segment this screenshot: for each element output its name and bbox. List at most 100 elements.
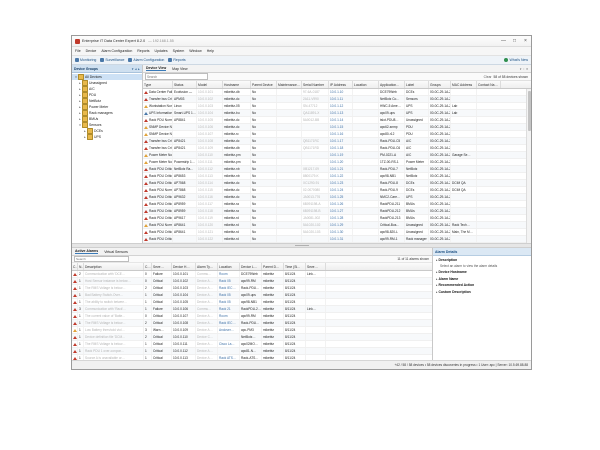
- column-header-model[interactable]: Model: [197, 81, 223, 88]
- column-header-seve-[interactable]: Seve…: [306, 263, 326, 270]
- table-row[interactable]: 1 Host Sensor instance is below… 0 Critical…: [72, 278, 432, 285]
- chevron-icon[interactable]: ▾: [79, 123, 81, 127]
- column-header-maintenance-[interactable]: Maintenance…: [278, 81, 302, 88]
- tab-device-view[interactable]: Device View: [146, 66, 167, 71]
- column-header-groups[interactable]: Groups: [429, 81, 451, 88]
- alarm-table-body[interactable]: 2 Communication with 'DCE… 0 Failure 10.0.0.…: [72, 271, 432, 360]
- table-row[interactable]: SNMP Device Normal 10.0.0.106 mikebtz-dc No…: [143, 124, 526, 131]
- chevron-icon[interactable]: ▸: [79, 105, 81, 109]
- tab-virtual-sensors[interactable]: Virtual Sensors: [104, 249, 128, 254]
- table-row[interactable]: Rack PDU Normal AP7868 10.0.0.115 mikebtz-d…: [143, 187, 526, 194]
- column-header-parent-device[interactable]: Parent Device: [251, 81, 277, 88]
- tree-node-unassigned[interactable]: ▸ Unassigned: [72, 80, 142, 86]
- table-row[interactable]: 2 Communication with 'DCE… 0 Failure 10.0.0.…: [72, 271, 432, 278]
- menu-item-window[interactable]: Window: [189, 49, 202, 53]
- chevron-icon[interactable]: ▸: [79, 93, 81, 97]
- device-table-body[interactable]: Data Center FailureEcofusion — 10.0.0.101…: [143, 89, 526, 243]
- table-row[interactable]: 1 The RMS Voltage is below… 1 Critical 10.0.…: [72, 341, 432, 348]
- alarm-search-input[interactable]: Search: [74, 255, 129, 263]
- table-row[interactable]: Rack PDU Critical AP8959 10.0.0.117 mikebtz…: [143, 201, 526, 208]
- table-row[interactable]: 1 Device definition file 'DCM… 2 Critical 10…: [72, 334, 432, 341]
- table-row[interactable]: Rack PDU Critical AP8959 10.0.0.118 mikebtz…: [143, 208, 526, 215]
- close-button[interactable]: ×: [524, 38, 527, 44]
- menu-item-file[interactable]: File: [75, 49, 81, 53]
- table-row[interactable]: Rack PDU Normal AP8641 10.0.0.120 mikebtz-r…: [143, 222, 526, 229]
- column-header-c-[interactable]: C…: [145, 263, 152, 270]
- table-row[interactable]: SNMP Device Normal 10.0.0.107 mikebtz-rc No…: [143, 131, 526, 138]
- menu-item-help[interactable]: Help: [206, 49, 214, 53]
- bullet-icon[interactable]: ▸: [436, 258, 438, 262]
- tab-active-alarms[interactable]: Active Alarms: [75, 249, 99, 254]
- table-row[interactable]: Power Meter Normal 10.0.0.110 mikebtz-pm No…: [143, 152, 526, 159]
- table-row[interactable]: Transfer bus CriticalAP8421 10.0.0.108 mik…: [143, 138, 526, 145]
- column-header-location[interactable]: Location: [353, 81, 379, 88]
- table-row[interactable]: 3 Communication with 'Rack'… 1 Failure 10.0.…: [72, 306, 432, 313]
- table-row[interactable]: 1 Rack PDU 1 over-conpon… 1 Critical 10.0.0.…: [72, 348, 432, 355]
- tree-node-pdu[interactable]: ▸ PDU: [72, 92, 142, 98]
- table-row[interactable]: UPS Informational Smart-UPS 1… 10.0.0.104 m…: [143, 110, 526, 117]
- minimize-button[interactable]: —: [501, 38, 506, 44]
- column-header-parent-d-[interactable]: Parent D…: [262, 263, 284, 270]
- table-row[interactable]: 1 The current value of 'Batte… 0 Critical 10…: [72, 313, 432, 320]
- table-row[interactable]: Rack PDU Normal AP8841 10.0.0.105 mikebtz-d…: [143, 117, 526, 124]
- column-header-contact-na-[interactable]: Contact Na…: [477, 81, 501, 88]
- table-row[interactable]: Rack PDU Critical AP7568 10.0.0.114 mikebtz…: [143, 180, 526, 187]
- column-header-n-[interactable]: N…: [78, 263, 84, 270]
- column-header-status[interactable]: Status: [173, 81, 197, 88]
- device-scrollbar-thumb[interactable]: [527, 91, 531, 131]
- column-header-device-l-[interactable]: Device L…: [240, 263, 262, 270]
- column-header-application-[interactable]: Application…: [379, 81, 405, 88]
- toolbar-button-surveillance[interactable]: Surveillance: [100, 58, 124, 62]
- column-header-seve-[interactable]: Seve…: [152, 263, 172, 270]
- tree-node-sensors[interactable]: ▾ Sensors: [72, 122, 142, 128]
- tree-node-all-devices[interactable]: ▾ All Devices: [72, 74, 142, 80]
- table-row[interactable]: 1 Source A is unavailable or… 1 Critical 10.…: [72, 355, 432, 360]
- maximize-button[interactable]: □: [512, 38, 517, 44]
- bullet-icon[interactable]: ▸: [436, 283, 438, 287]
- device-search-clear-button[interactable]: Clear: [483, 74, 492, 79]
- menu-item-system[interactable]: System: [172, 49, 185, 53]
- column-header-label[interactable]: Label: [405, 81, 429, 88]
- table-row[interactable]: Rack PDU Critical AP9617 10.0.0.119 mikebtz…: [143, 215, 526, 222]
- chevron-icon[interactable]: ▸: [79, 99, 81, 103]
- table-row[interactable]: Rack PDU Critical AP8653 10.0.0.113 mikebtz…: [143, 173, 526, 180]
- device-groups-tree[interactable]: ▾ All Devices ▸ Unassigned ▸ A/C ▸ PDU ▸ NetBotz ▸…: [72, 73, 142, 243]
- bullet-icon[interactable]: ▸: [436, 289, 438, 294]
- table-row[interactable]: Rack PDU Critical AP8641 10.0.0.121 mikebtz…: [143, 229, 526, 236]
- tree-node-ups[interactable]: ▸ UPS: [72, 134, 142, 140]
- table-row[interactable]: Power Meter NormalPowerstrip 1…10.0.0.11…: [143, 159, 526, 166]
- table-row[interactable]: 1 The RMS Voltage is below… 2 Critical 10.0.…: [72, 320, 432, 327]
- tree-node-power-meter[interactable]: ▸ Power Meter: [72, 104, 142, 110]
- menu-item-reports[interactable]: Reports: [137, 49, 150, 53]
- column-header-time-si-[interactable]: Time (Si…: [284, 263, 306, 270]
- column-header-mac-address[interactable]: MAC Address: [451, 81, 477, 88]
- table-row[interactable]: Rack PDU Critical 10.0.0.122 mikebtz-rd No 1…: [143, 236, 526, 243]
- table-row[interactable]: Transfer bus CriticalAPM03 10.0.0.102 mike…: [143, 96, 526, 103]
- tree-node-rack-managers[interactable]: ▸ Rack managers: [72, 110, 142, 116]
- device-view-window-controls[interactable]: ▾ ▫ ✕: [519, 66, 529, 71]
- toolbar-button-reports[interactable]: Reports: [168, 58, 186, 62]
- column-header-location[interactable]: Location: [218, 263, 240, 270]
- menu-item-device[interactable]: Device: [85, 49, 97, 53]
- table-row[interactable]: Rack PDU Critical NetBotz Ra… 10.0.0.112 mi…: [143, 166, 526, 173]
- menu-item-alarm-configuration[interactable]: Alarm Configuration: [101, 49, 133, 53]
- table-row[interactable]: 1 Bad Battery Switch-Over… 1 Critical 10.0.0…: [72, 292, 432, 299]
- tree-node-netbotz[interactable]: ▸ NetBotz: [72, 98, 142, 104]
- bullet-icon[interactable]: ▸: [436, 276, 438, 281]
- column-header-alarm-ty-[interactable]: Alarm Ty…: [196, 263, 218, 270]
- panel-splitter[interactable]: [72, 243, 531, 248]
- tree-node-a-c[interactable]: ▸ A/C: [72, 86, 142, 92]
- column-header-hostname[interactable]: Hostname: [223, 81, 251, 88]
- device-search-input[interactable]: Search: [145, 73, 208, 80]
- column-header-serial-number[interactable]: Serial Number: [302, 81, 329, 88]
- device-table-header[interactable]: Type Status Model Hostname Parent Device Main…: [143, 81, 531, 89]
- column-header-description[interactable]: Description: [84, 263, 144, 270]
- column-header-ip-address[interactable]: IP Address: [329, 81, 353, 88]
- table-row[interactable]: 1 Low Battery threshold viol… 3 Warn… 10.0.0…: [72, 327, 432, 334]
- chevron-icon[interactable]: ▾: [75, 75, 77, 79]
- device-groups-controls[interactable]: ▾ ◂ ▸: [131, 66, 140, 71]
- menu-item-updates[interactable]: Updates: [154, 49, 168, 53]
- column-header-device-h-[interactable]: Device H…: [172, 263, 196, 270]
- table-row[interactable]: 1 The RMS Voltage is below… 2 Critical 10.0.…: [72, 285, 432, 292]
